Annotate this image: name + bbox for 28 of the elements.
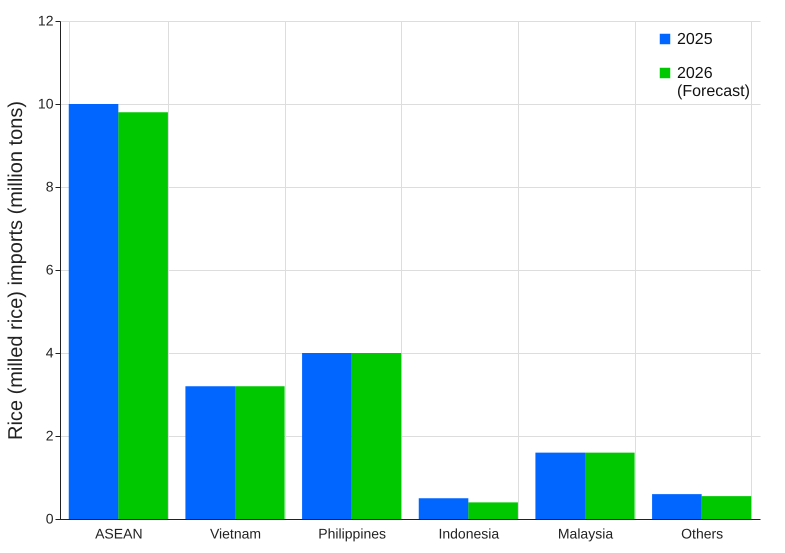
x-tick-label: Malaysia xyxy=(558,526,614,542)
bar xyxy=(185,386,235,519)
y-axis-title: Rice (milled rice) imports (million tons) xyxy=(4,101,27,440)
y-tick-label: 2 xyxy=(46,428,54,444)
bar xyxy=(118,112,168,519)
bar xyxy=(702,496,752,519)
y-tick-label: 8 xyxy=(46,178,54,194)
bar xyxy=(235,386,285,519)
y-tick-label: 6 xyxy=(46,262,54,278)
bar xyxy=(585,452,635,519)
y-tick-label: 0 xyxy=(46,510,54,526)
x-tick-label: ASEAN xyxy=(95,526,143,542)
bar xyxy=(302,353,352,519)
y-tick-label: 4 xyxy=(46,344,54,360)
x-tick-label: Philippines xyxy=(318,526,386,542)
x-tick-label: Others xyxy=(681,526,724,542)
bar xyxy=(352,353,402,519)
legend-label: 2025 xyxy=(677,31,713,48)
bar xyxy=(535,452,585,519)
legend-label: 2026 (Forecast) xyxy=(677,65,750,100)
y-tick-label: 12 xyxy=(38,12,54,28)
x-tick-label: Indonesia xyxy=(438,526,500,542)
y-tick-label: 10 xyxy=(38,96,54,112)
bar xyxy=(68,104,118,519)
x-tick-label: Vietnam xyxy=(210,526,262,542)
bar xyxy=(418,498,468,519)
bar xyxy=(468,502,518,519)
bar xyxy=(652,494,702,519)
